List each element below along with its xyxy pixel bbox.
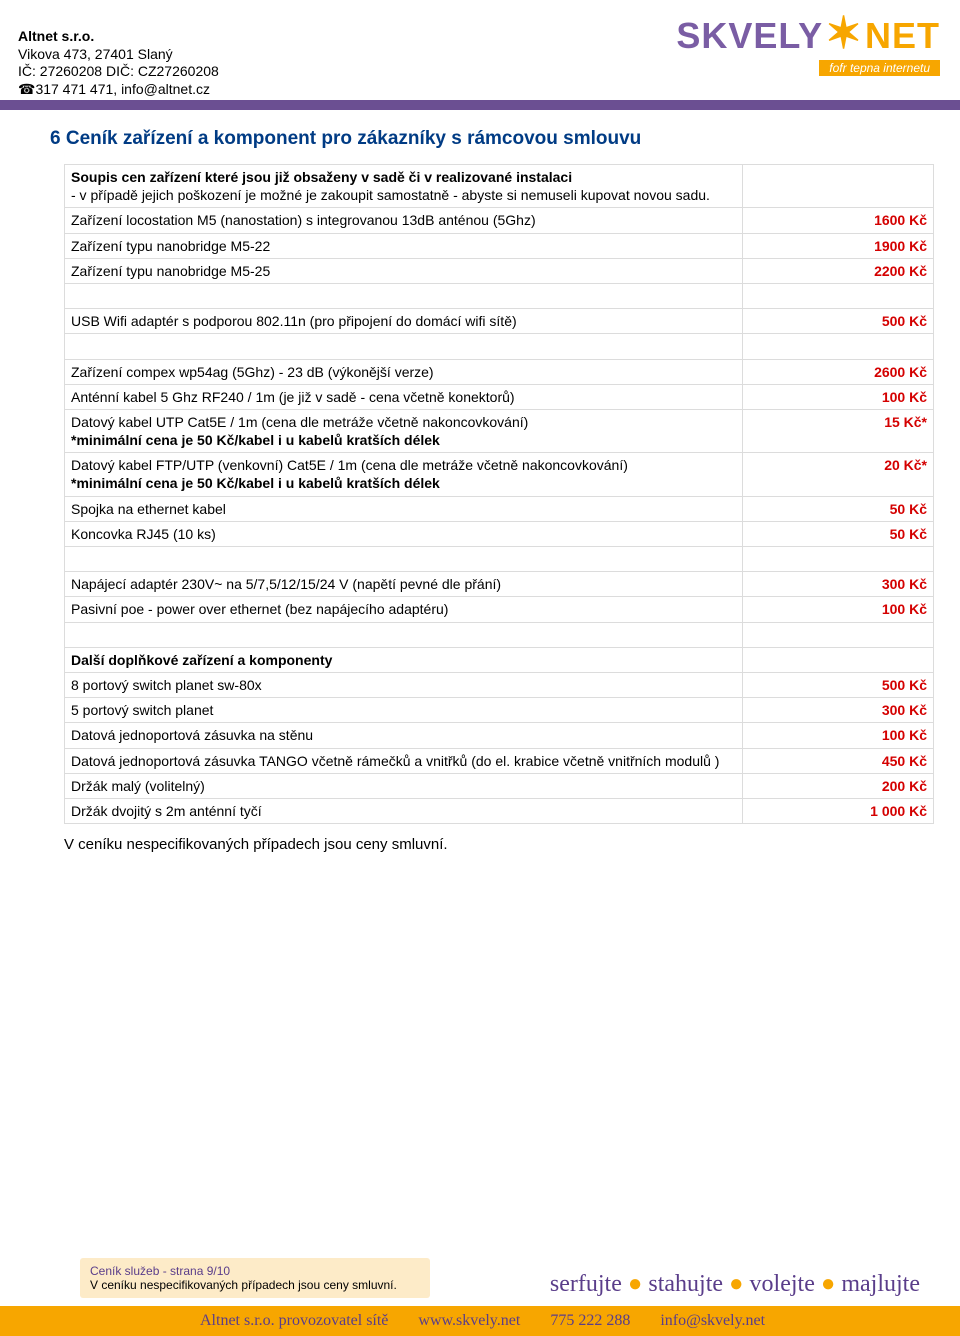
header-bar	[0, 100, 960, 110]
table-row: USB Wifi adaptér s podporou 802.11n (pro…	[65, 309, 934, 334]
logo: SKVELY✶NET fofr tepna internetu	[676, 8, 940, 76]
row-price: 500 Kč	[742, 672, 933, 697]
table-row: 5 portový switch planet300 Kč	[65, 698, 934, 723]
price-table: Soupis cen zařízení které jsou již obsaž…	[64, 164, 934, 824]
table-row	[65, 622, 934, 647]
row-desc: Datový kabel FTP/UTP (venkovní) Cat5E / …	[65, 453, 743, 496]
company-contact: ☎317 471 471, info@altnet.cz	[18, 81, 942, 99]
footer-page: Ceník služeb - strana 9/10	[90, 1264, 230, 1278]
row-price: 50 Kč	[742, 496, 933, 521]
row-desc: Datová jednoportová zásuvka na stěnu	[65, 723, 743, 748]
table-row: 8 portový switch planet sw-80x500 Kč	[65, 672, 934, 697]
row-desc: Datový kabel UTP Cat5E / 1m (cena dle me…	[65, 409, 743, 452]
row-price: 2200 Kč	[742, 258, 933, 283]
table-row: Soupis cen zařízení které jsou již obsaž…	[65, 165, 934, 208]
table-row	[65, 547, 934, 572]
logo-brand1: SKVELY	[676, 15, 823, 56]
row-desc: Napájecí adaptér 230V~ na 5/7,5/12/15/24…	[65, 572, 743, 597]
table-row: Zařízení typu nanobridge M5-252200 Kč	[65, 258, 934, 283]
header: Altnet s.r.o. Vikova 473, 27401 Slaný IČ…	[0, 0, 960, 98]
row-price: 1600 Kč	[742, 208, 933, 233]
row-desc: Pasivní poe - power over ethernet (bez n…	[65, 597, 743, 622]
bottom-company: Altnet s.r.o. provozovatel sítě	[200, 1312, 388, 1330]
row-price: 100 Kč	[742, 384, 933, 409]
row-price: 50 Kč	[742, 521, 933, 546]
table-row: Anténní kabel 5 Ghz RF240 / 1m (je již v…	[65, 384, 934, 409]
row-price	[742, 165, 933, 208]
bottom-phone: 775 222 288	[550, 1312, 630, 1330]
footer-note: V ceníku nespecifikovaných případech jso…	[90, 1278, 397, 1292]
row-price: 500 Kč	[742, 309, 933, 334]
row-price: 1900 Kč	[742, 233, 933, 258]
row-price: 2600 Kč	[742, 359, 933, 384]
row-price: 200 Kč	[742, 773, 933, 798]
table-row: Koncovka RJ45 (10 ks)50 Kč	[65, 521, 934, 546]
table-row: Datová jednoportová zásuvka TANGO včetně…	[65, 748, 934, 773]
row-price	[742, 647, 933, 672]
table-row: Držák malý (volitelný)200 Kč	[65, 773, 934, 798]
row-desc: 5 portový switch planet	[65, 698, 743, 723]
table-row: Zařízení typu nanobridge M5-221900 Kč	[65, 233, 934, 258]
table-row: Zařízení compex wp54ag (5Ghz) - 23 dB (v…	[65, 359, 934, 384]
row-price: 20 Kč*	[742, 453, 933, 496]
row-desc: Držák dvojitý s 2m anténní tyčí	[65, 798, 743, 823]
row-price: 300 Kč	[742, 698, 933, 723]
row-desc: USB Wifi adaptér s podporou 802.11n (pro…	[65, 309, 743, 334]
footer-slogans: serfujte ● stahujte ● volejte ● majlujte	[470, 1271, 960, 1298]
table-row: Datový kabel FTP/UTP (venkovní) Cat5E / …	[65, 453, 934, 496]
logo-tagline: fofr tepna internetu	[819, 60, 940, 76]
row-price: 100 Kč	[742, 723, 933, 748]
row-desc: Datová jednoportová zásuvka TANGO včetně…	[65, 748, 743, 773]
row-desc: Zařízení typu nanobridge M5-25	[65, 258, 743, 283]
table-row: Napájecí adaptér 230V~ na 5/7,5/12/15/24…	[65, 572, 934, 597]
table-row: Datová jednoportová zásuvka na stěnu100 …	[65, 723, 934, 748]
row-desc: Spojka na ethernet kabel	[65, 496, 743, 521]
row-desc: Zařízení compex wp54ag (5Ghz) - 23 dB (v…	[65, 359, 743, 384]
row-desc: Držák malý (volitelný)	[65, 773, 743, 798]
row-price: 100 Kč	[742, 597, 933, 622]
footnote: V ceníku nespecifikovaných případech jso…	[64, 836, 920, 853]
row-desc: Zařízení locostation M5 (nanostation) s …	[65, 208, 743, 233]
row-price: 450 Kč	[742, 748, 933, 773]
table-row: Pasivní poe - power over ethernet (bez n…	[65, 597, 934, 622]
footer: Ceník služeb - strana 9/10 V ceníku nesp…	[0, 1178, 960, 1336]
row-desc: Další doplňkové zařízení a komponenty	[65, 647, 743, 672]
logo-brand2: NET	[865, 15, 940, 56]
table-row: Zařízení locostation M5 (nanostation) s …	[65, 208, 934, 233]
table-row: Držák dvojitý s 2m anténní tyčí1 000 Kč	[65, 798, 934, 823]
table-row: Spojka na ethernet kabel50 Kč	[65, 496, 934, 521]
bottom-url: www.skvely.net	[418, 1312, 520, 1330]
table-row	[65, 334, 934, 359]
page-title: 6 Ceník zařízení a komponent pro zákazní…	[50, 128, 920, 150]
row-price: 15 Kč*	[742, 409, 933, 452]
table-row: Další doplňkové zařízení a komponenty	[65, 647, 934, 672]
table-row	[65, 283, 934, 308]
row-desc: Soupis cen zařízení které jsou již obsaž…	[65, 165, 743, 208]
table-row: Datový kabel UTP Cat5E / 1m (cena dle me…	[65, 409, 934, 452]
bottom-email: info@skvely.net	[660, 1312, 765, 1330]
row-desc: Anténní kabel 5 Ghz RF240 / 1m (je již v…	[65, 384, 743, 409]
row-price: 1 000 Kč	[742, 798, 933, 823]
row-desc: Koncovka RJ45 (10 ks)	[65, 521, 743, 546]
row-desc: 8 portový switch planet sw-80x	[65, 672, 743, 697]
row-desc: Zařízení typu nanobridge M5-22	[65, 233, 743, 258]
bottom-bar: Altnet s.r.o. provozovatel sítě www.skve…	[0, 1306, 960, 1336]
footer-box: Ceník služeb - strana 9/10 V ceníku nesp…	[80, 1258, 430, 1298]
row-price: 300 Kč	[742, 572, 933, 597]
